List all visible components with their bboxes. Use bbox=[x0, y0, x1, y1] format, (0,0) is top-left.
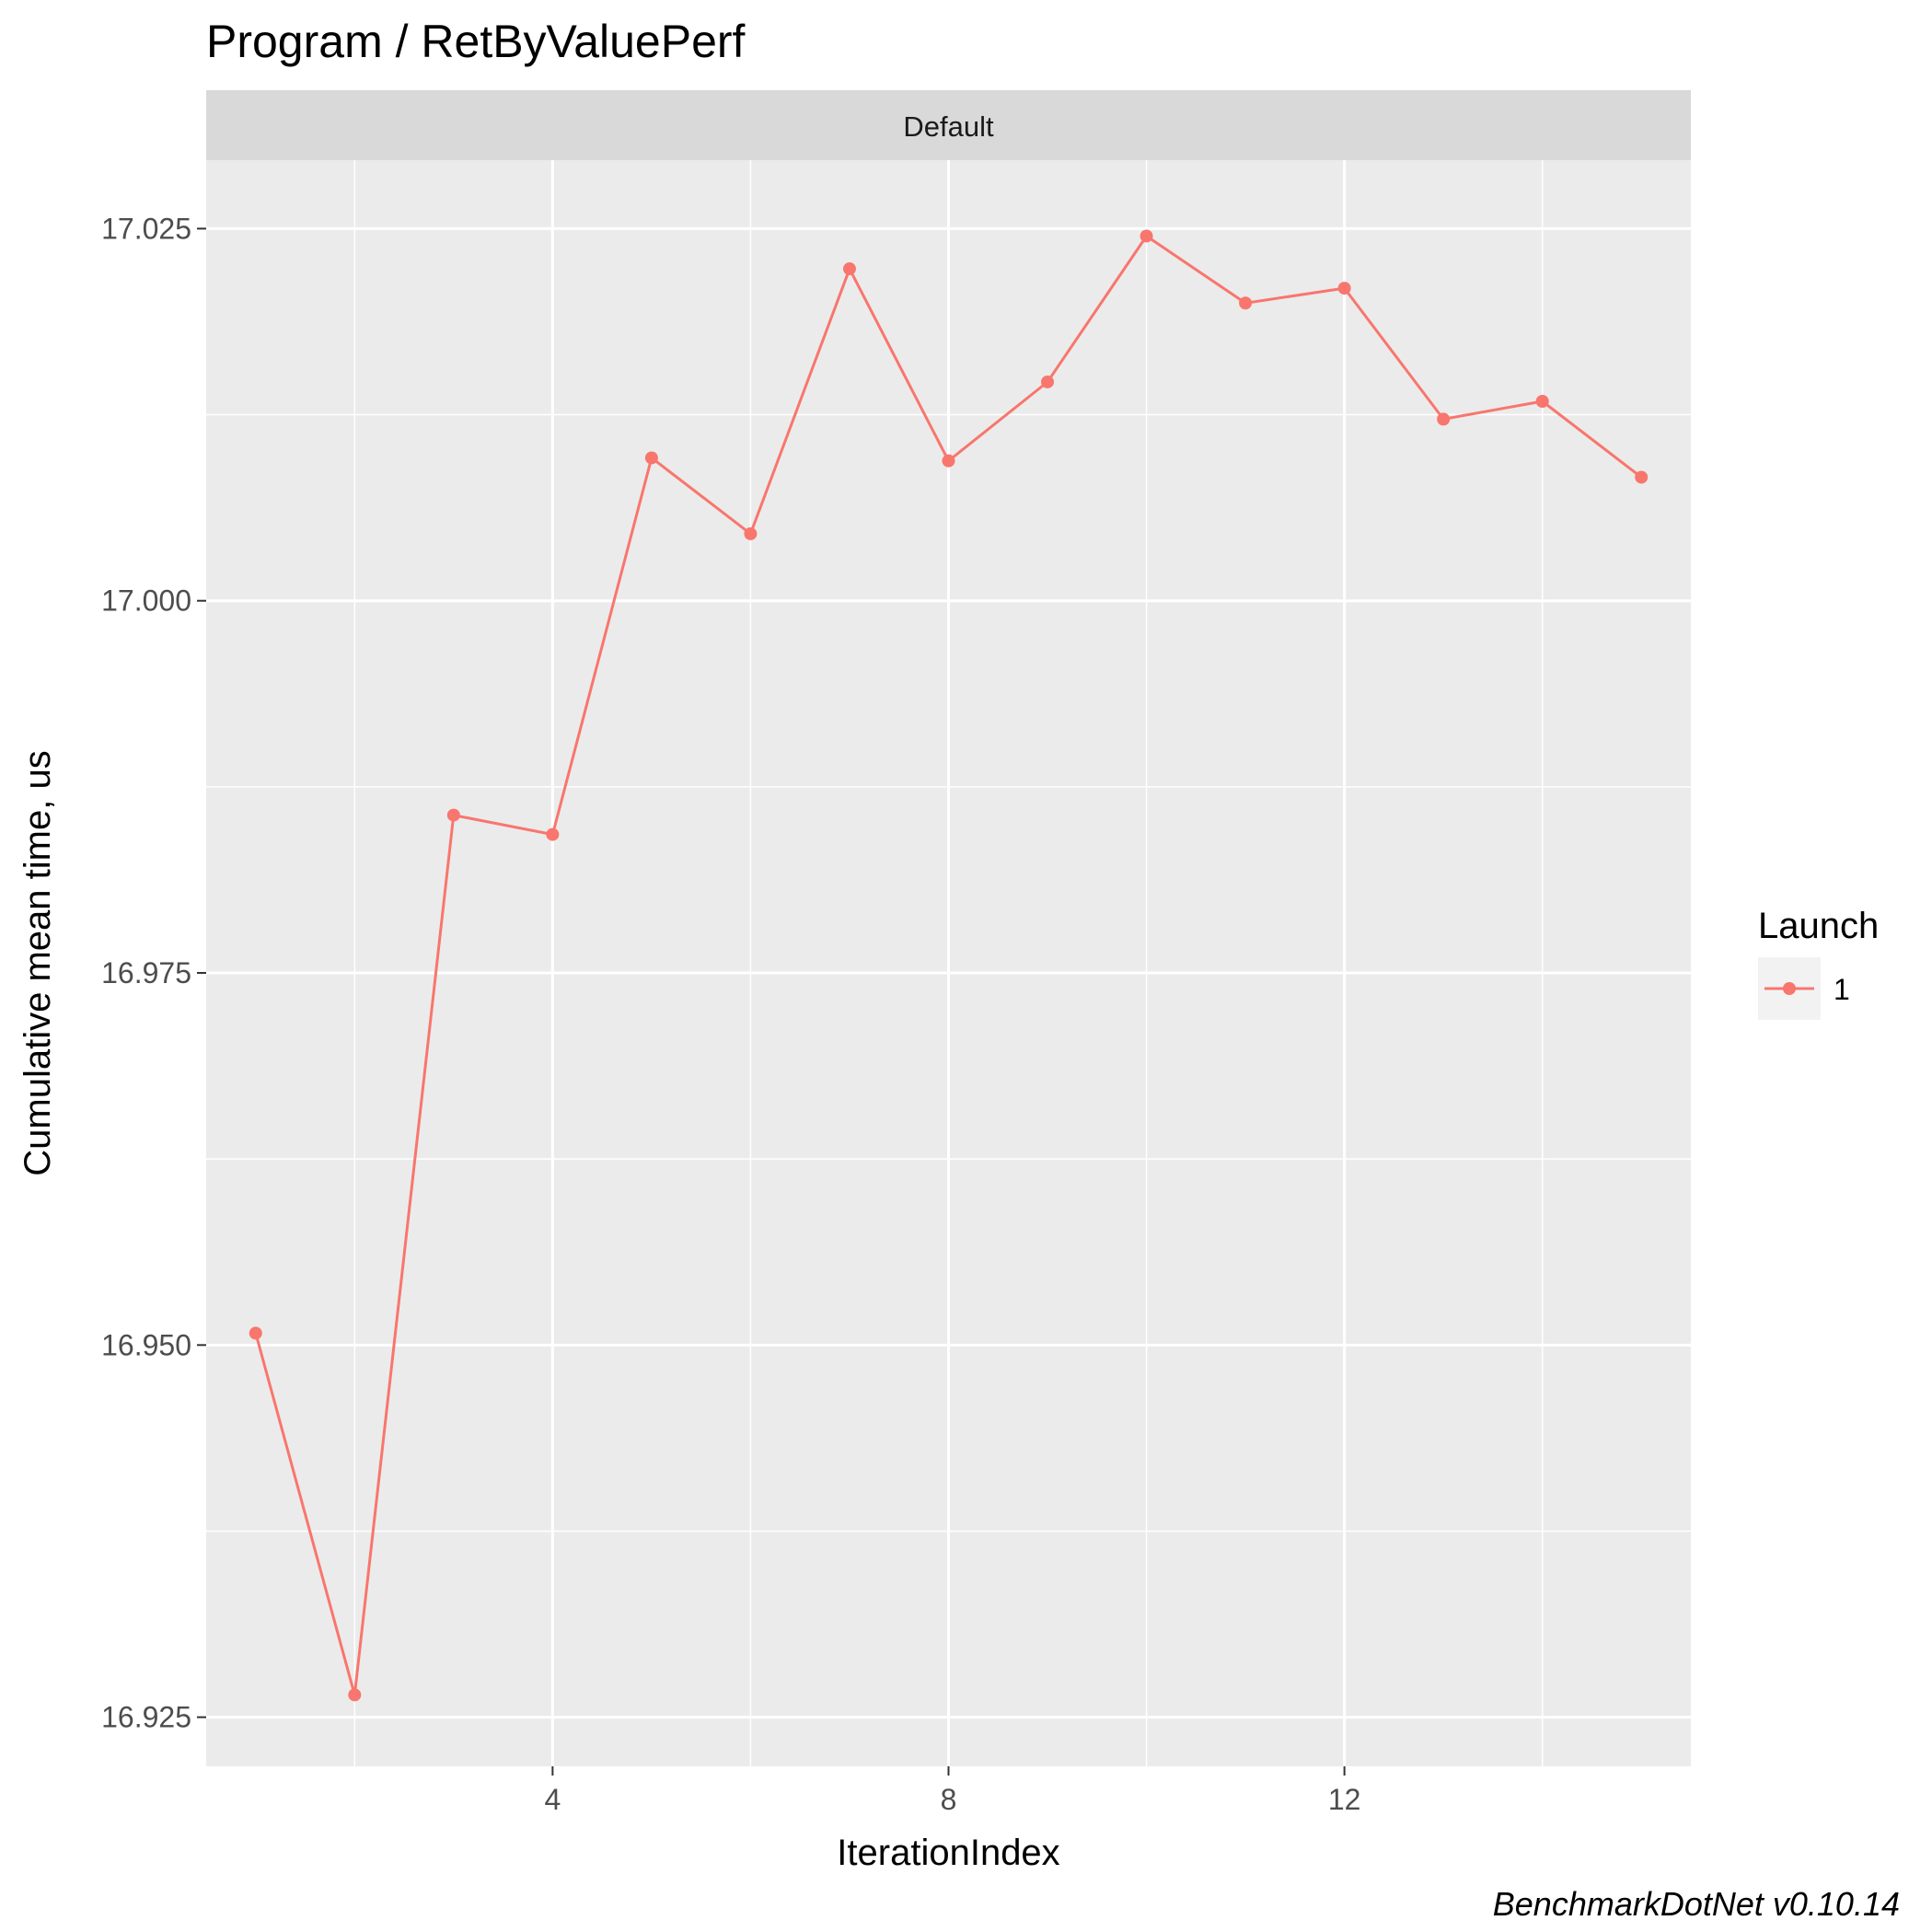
chart-title: Program / RetByValuePerf bbox=[206, 16, 746, 67]
y-tick-label: 17.025 bbox=[101, 212, 191, 245]
data-series bbox=[249, 229, 1649, 1702]
y-tick-label: 16.950 bbox=[101, 1328, 191, 1361]
data-point bbox=[1041, 375, 1055, 388]
data-point bbox=[546, 827, 560, 841]
facet-strip-label: Default bbox=[903, 110, 994, 143]
data-point bbox=[1337, 282, 1351, 295]
y-axis-title: Cumulative mean time, us bbox=[17, 750, 58, 1175]
x-tick-label: 4 bbox=[544, 1783, 561, 1816]
data-point bbox=[1535, 394, 1549, 408]
data-point bbox=[942, 454, 955, 468]
legend: Launch 1 bbox=[1758, 906, 1879, 1020]
data-point bbox=[644, 451, 658, 465]
data-point bbox=[348, 1688, 362, 1702]
data-point bbox=[1239, 296, 1253, 310]
data-point bbox=[249, 1326, 262, 1340]
x-tick-label: 8 bbox=[941, 1783, 957, 1816]
data-point bbox=[1140, 229, 1153, 243]
y-tick-label: 17.000 bbox=[101, 584, 191, 618]
x-axis-title: IterationIndex bbox=[837, 1833, 1059, 1873]
axes: 4 8 12 16.925 16.950 16.975 17.000 17.025 bbox=[101, 212, 1360, 1816]
data-point bbox=[1635, 470, 1649, 484]
facet-panel: Default 4 8 12 16.925 16.950 16.975 17.000 17.0… bbox=[101, 90, 1691, 1816]
y-tick-label: 16.975 bbox=[101, 956, 191, 989]
data-point bbox=[744, 526, 758, 540]
data-point bbox=[446, 808, 460, 822]
legend-key-point bbox=[1783, 982, 1796, 995]
legend-entry-label: 1 bbox=[1834, 973, 1850, 1006]
legend-title: Launch bbox=[1758, 906, 1879, 946]
data-point bbox=[1437, 412, 1451, 426]
caption: BenchmarkDotNet v0.10.14 bbox=[1493, 1885, 1900, 1923]
data-point bbox=[842, 262, 856, 276]
x-tick-label: 12 bbox=[1328, 1783, 1361, 1816]
facet-strip bbox=[206, 90, 1691, 160]
y-tick-label: 16.925 bbox=[101, 1701, 191, 1734]
